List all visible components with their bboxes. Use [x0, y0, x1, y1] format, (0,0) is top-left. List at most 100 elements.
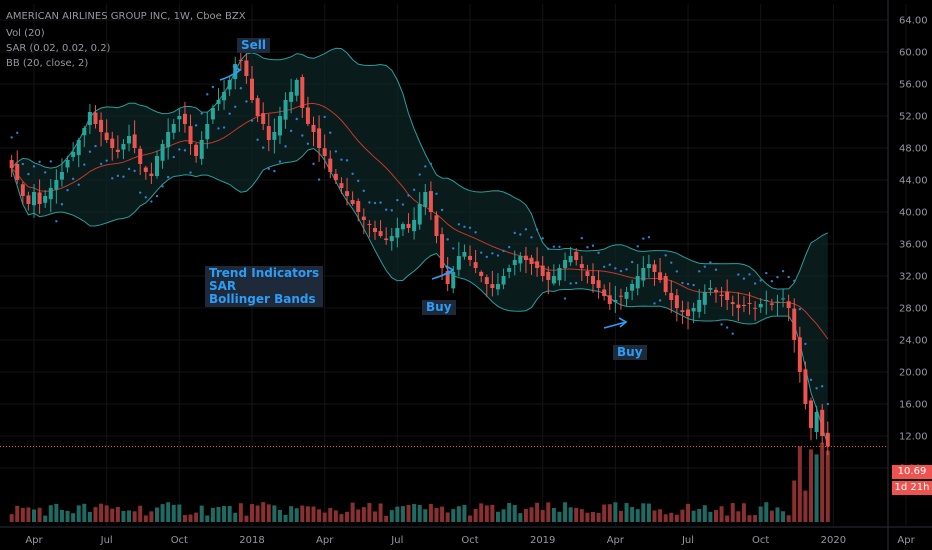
sar-dot	[804, 342, 807, 346]
candle-body	[110, 138, 115, 148]
y-tick-label: 44.00	[899, 176, 928, 187]
volume-bar	[602, 504, 607, 522]
buy-annotation-1: Buy	[422, 300, 456, 315]
sar-dot	[317, 178, 321, 181]
trend-indicators-annotation: Trend Indicators SAR Bollinger Bands	[205, 266, 324, 307]
sar-dot	[211, 85, 215, 89]
volume-bar	[65, 510, 70, 522]
candle-body	[87, 112, 92, 125]
volume-bar	[546, 502, 551, 522]
volume-bar	[216, 507, 221, 522]
candle-body	[456, 256, 461, 270]
y-tick-label: 28.00	[899, 304, 928, 315]
candle-body	[484, 277, 489, 284]
sar-dot	[787, 275, 790, 279]
volume-bar	[160, 504, 165, 522]
candle-body	[311, 124, 316, 132]
candle-body	[76, 140, 81, 156]
countdown-tag: 1d 21h	[892, 481, 932, 495]
sar-dot	[301, 134, 304, 137]
volume-bar	[417, 504, 422, 522]
candle-body	[322, 148, 327, 156]
candle-body	[451, 272, 456, 289]
sar-dot	[111, 177, 114, 180]
sar-dot	[725, 326, 729, 329]
candle-body	[104, 132, 109, 140]
sar-dot	[261, 146, 265, 149]
candle-body	[551, 276, 556, 284]
candle-body	[814, 412, 819, 433]
candle-body	[557, 268, 562, 281]
sar-dot	[222, 126, 226, 129]
symbol-title: AMERICAN AIRLINES GROUP INC, 1W, Cboe BZ…	[6, 11, 246, 22]
volume-bar	[43, 515, 48, 522]
sar-dot	[675, 270, 679, 273]
sar-dot	[636, 245, 639, 248]
volume-bar	[266, 504, 271, 522]
candle-body	[71, 152, 76, 157]
volume-bar	[261, 502, 266, 522]
sar-dot	[228, 112, 231, 115]
volume-bar	[747, 515, 752, 522]
candle-body	[43, 196, 48, 203]
y-tick-label: 24.00	[899, 336, 928, 347]
sar-dot	[563, 297, 567, 300]
sar-dot	[524, 228, 528, 231]
candle-body	[143, 167, 148, 172]
candle-body	[305, 107, 310, 124]
y-tick-label: 60.00	[899, 48, 928, 59]
sar-dot	[245, 100, 248, 103]
volume-bar	[372, 511, 377, 522]
x-tick-label: 2019	[530, 535, 555, 546]
sar-dot	[586, 246, 589, 249]
volume-bar	[177, 504, 182, 522]
y-tick-label: 48.00	[899, 144, 928, 155]
sar-dot	[714, 268, 718, 271]
y-tick-label: 52.00	[899, 112, 928, 123]
sar-dot	[826, 402, 829, 406]
sar-dot	[384, 208, 388, 211]
candle-body	[182, 113, 187, 124]
volume-bar	[104, 505, 109, 522]
volume-bar	[289, 506, 294, 522]
volume-bar	[26, 507, 31, 522]
candle-body	[54, 180, 59, 190]
sar-dot	[798, 307, 802, 311]
volume-bar	[244, 515, 249, 522]
candle-body	[255, 98, 260, 116]
x-tick-label: Apr	[607, 535, 625, 546]
candle-body	[490, 284, 495, 288]
candle-body	[769, 303, 774, 305]
sar-dot	[737, 273, 740, 276]
indicator-vol-label: Vol (20)	[6, 28, 45, 39]
candle-body	[753, 307, 758, 309]
volume-bar	[121, 510, 126, 522]
candle-body	[719, 294, 724, 296]
volume-bar	[294, 508, 299, 522]
volume-bar	[769, 510, 774, 522]
volume-bar	[674, 514, 679, 522]
sar-dot	[351, 172, 354, 175]
sar-dot	[647, 236, 651, 239]
sar-dot	[194, 124, 198, 127]
volume-bar	[138, 505, 143, 522]
volume-bar	[468, 515, 473, 522]
sar-dot	[32, 165, 36, 168]
candle-body	[635, 276, 640, 289]
sar-dot	[452, 247, 455, 250]
volume-bar	[222, 505, 227, 522]
volume-bar	[406, 504, 411, 522]
sar-dot	[468, 226, 472, 229]
last-price-tag: 10.69	[892, 465, 932, 479]
volume-bar	[680, 509, 685, 522]
volume-bar	[658, 509, 663, 522]
volume-bar	[613, 502, 618, 522]
sar-dot	[166, 175, 170, 179]
sar-dot	[597, 251, 600, 255]
candle-body	[775, 301, 780, 303]
candle-body	[37, 192, 42, 204]
candle-body	[417, 204, 422, 225]
sar-dot	[793, 279, 796, 283]
sar-dot	[809, 378, 813, 382]
